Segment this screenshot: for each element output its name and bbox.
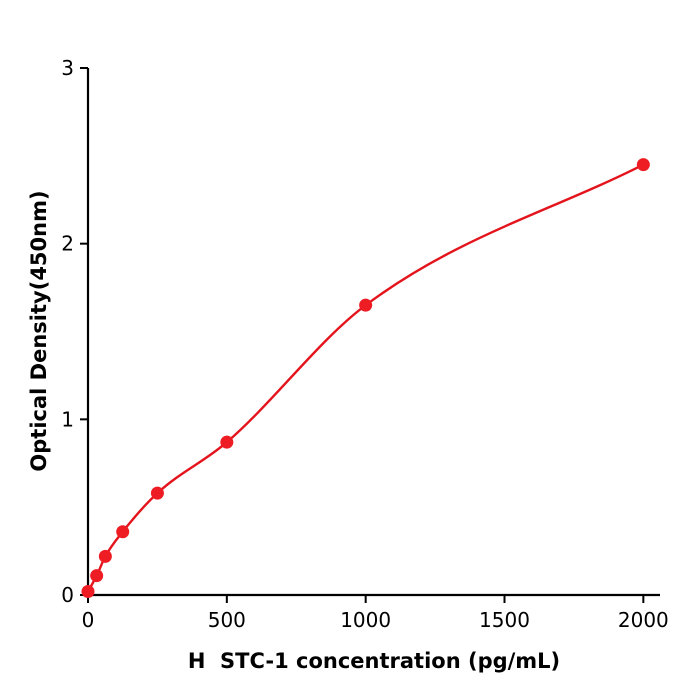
data-point bbox=[220, 435, 234, 449]
data-point bbox=[81, 584, 95, 598]
y-axis-label: Optical Density(450nm) bbox=[27, 190, 51, 471]
data-point bbox=[116, 525, 130, 539]
data-point bbox=[150, 486, 164, 500]
data-point bbox=[90, 569, 104, 583]
fit-curve bbox=[86, 163, 645, 593]
x-tick-label: 500 bbox=[208, 608, 246, 632]
data-point bbox=[359, 298, 373, 312]
y-tick-label: 2 bbox=[61, 232, 74, 256]
x-tick-label: 1000 bbox=[340, 608, 391, 632]
y-tick-label: 0 bbox=[61, 583, 74, 607]
data-point bbox=[636, 158, 650, 172]
x-axis-label: H STC-1 concentration (pg/mL) bbox=[188, 649, 560, 673]
data-point bbox=[98, 549, 112, 563]
y-tick-label: 1 bbox=[61, 407, 74, 431]
x-tick-label: 0 bbox=[82, 608, 95, 632]
y-tick-label: 3 bbox=[61, 56, 74, 80]
x-tick-label: 1500 bbox=[479, 608, 530, 632]
x-tick-label: 2000 bbox=[618, 608, 669, 632]
